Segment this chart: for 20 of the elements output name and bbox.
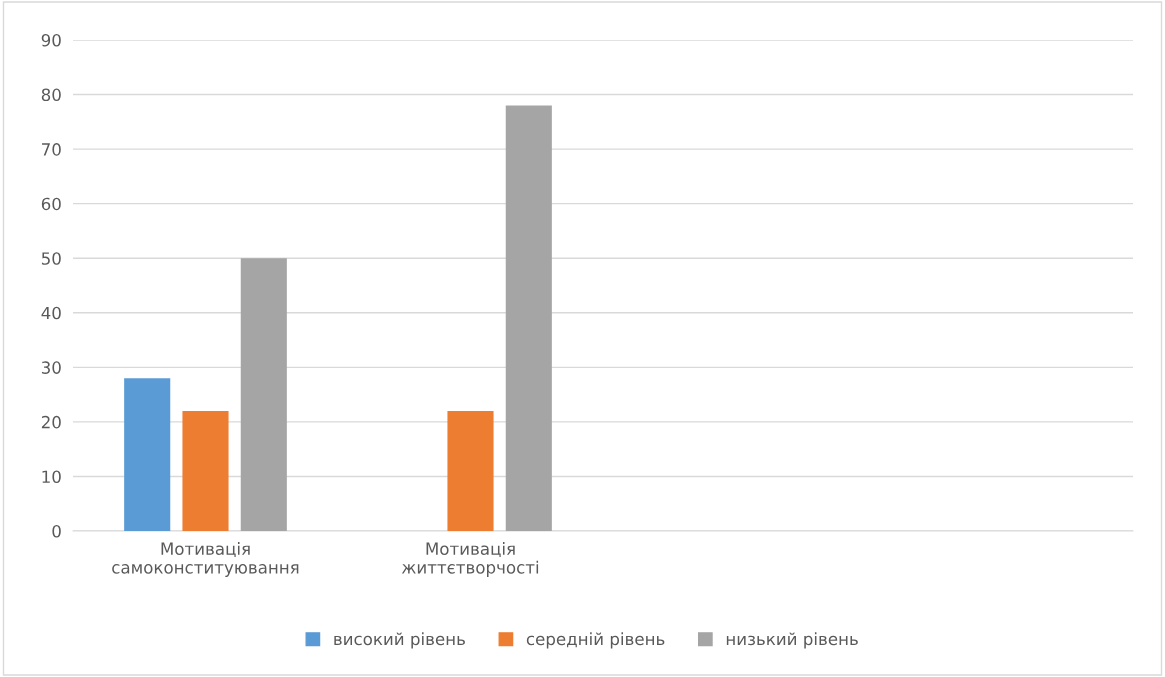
y-tick-label: 40 xyxy=(41,306,61,320)
y-tick-label: 10 xyxy=(42,470,61,484)
y-tick-label: 60 xyxy=(41,197,61,211)
legend-label: середній рівень xyxy=(526,632,665,649)
y-tick-label: 80 xyxy=(41,88,61,102)
bar xyxy=(240,258,287,531)
y-tick-label: 70 xyxy=(42,143,61,156)
x-tick-label: Мотивація життєтворчості xyxy=(401,542,539,577)
x-tick-label: Мотивація самоконституювання xyxy=(112,542,299,577)
legend-label: низький рівень xyxy=(726,632,858,649)
y-tick-label: 0 xyxy=(52,524,61,538)
legend-label: високий рівень xyxy=(334,632,465,649)
y-tick-label: 90 xyxy=(41,33,61,47)
bar xyxy=(447,410,494,531)
bar xyxy=(182,410,229,531)
bar xyxy=(505,105,552,531)
bar xyxy=(124,378,171,531)
y-tick-label: 50 xyxy=(41,252,61,265)
y-tick-label: 30 xyxy=(41,361,61,374)
y-tick-label: 20 xyxy=(41,415,61,429)
